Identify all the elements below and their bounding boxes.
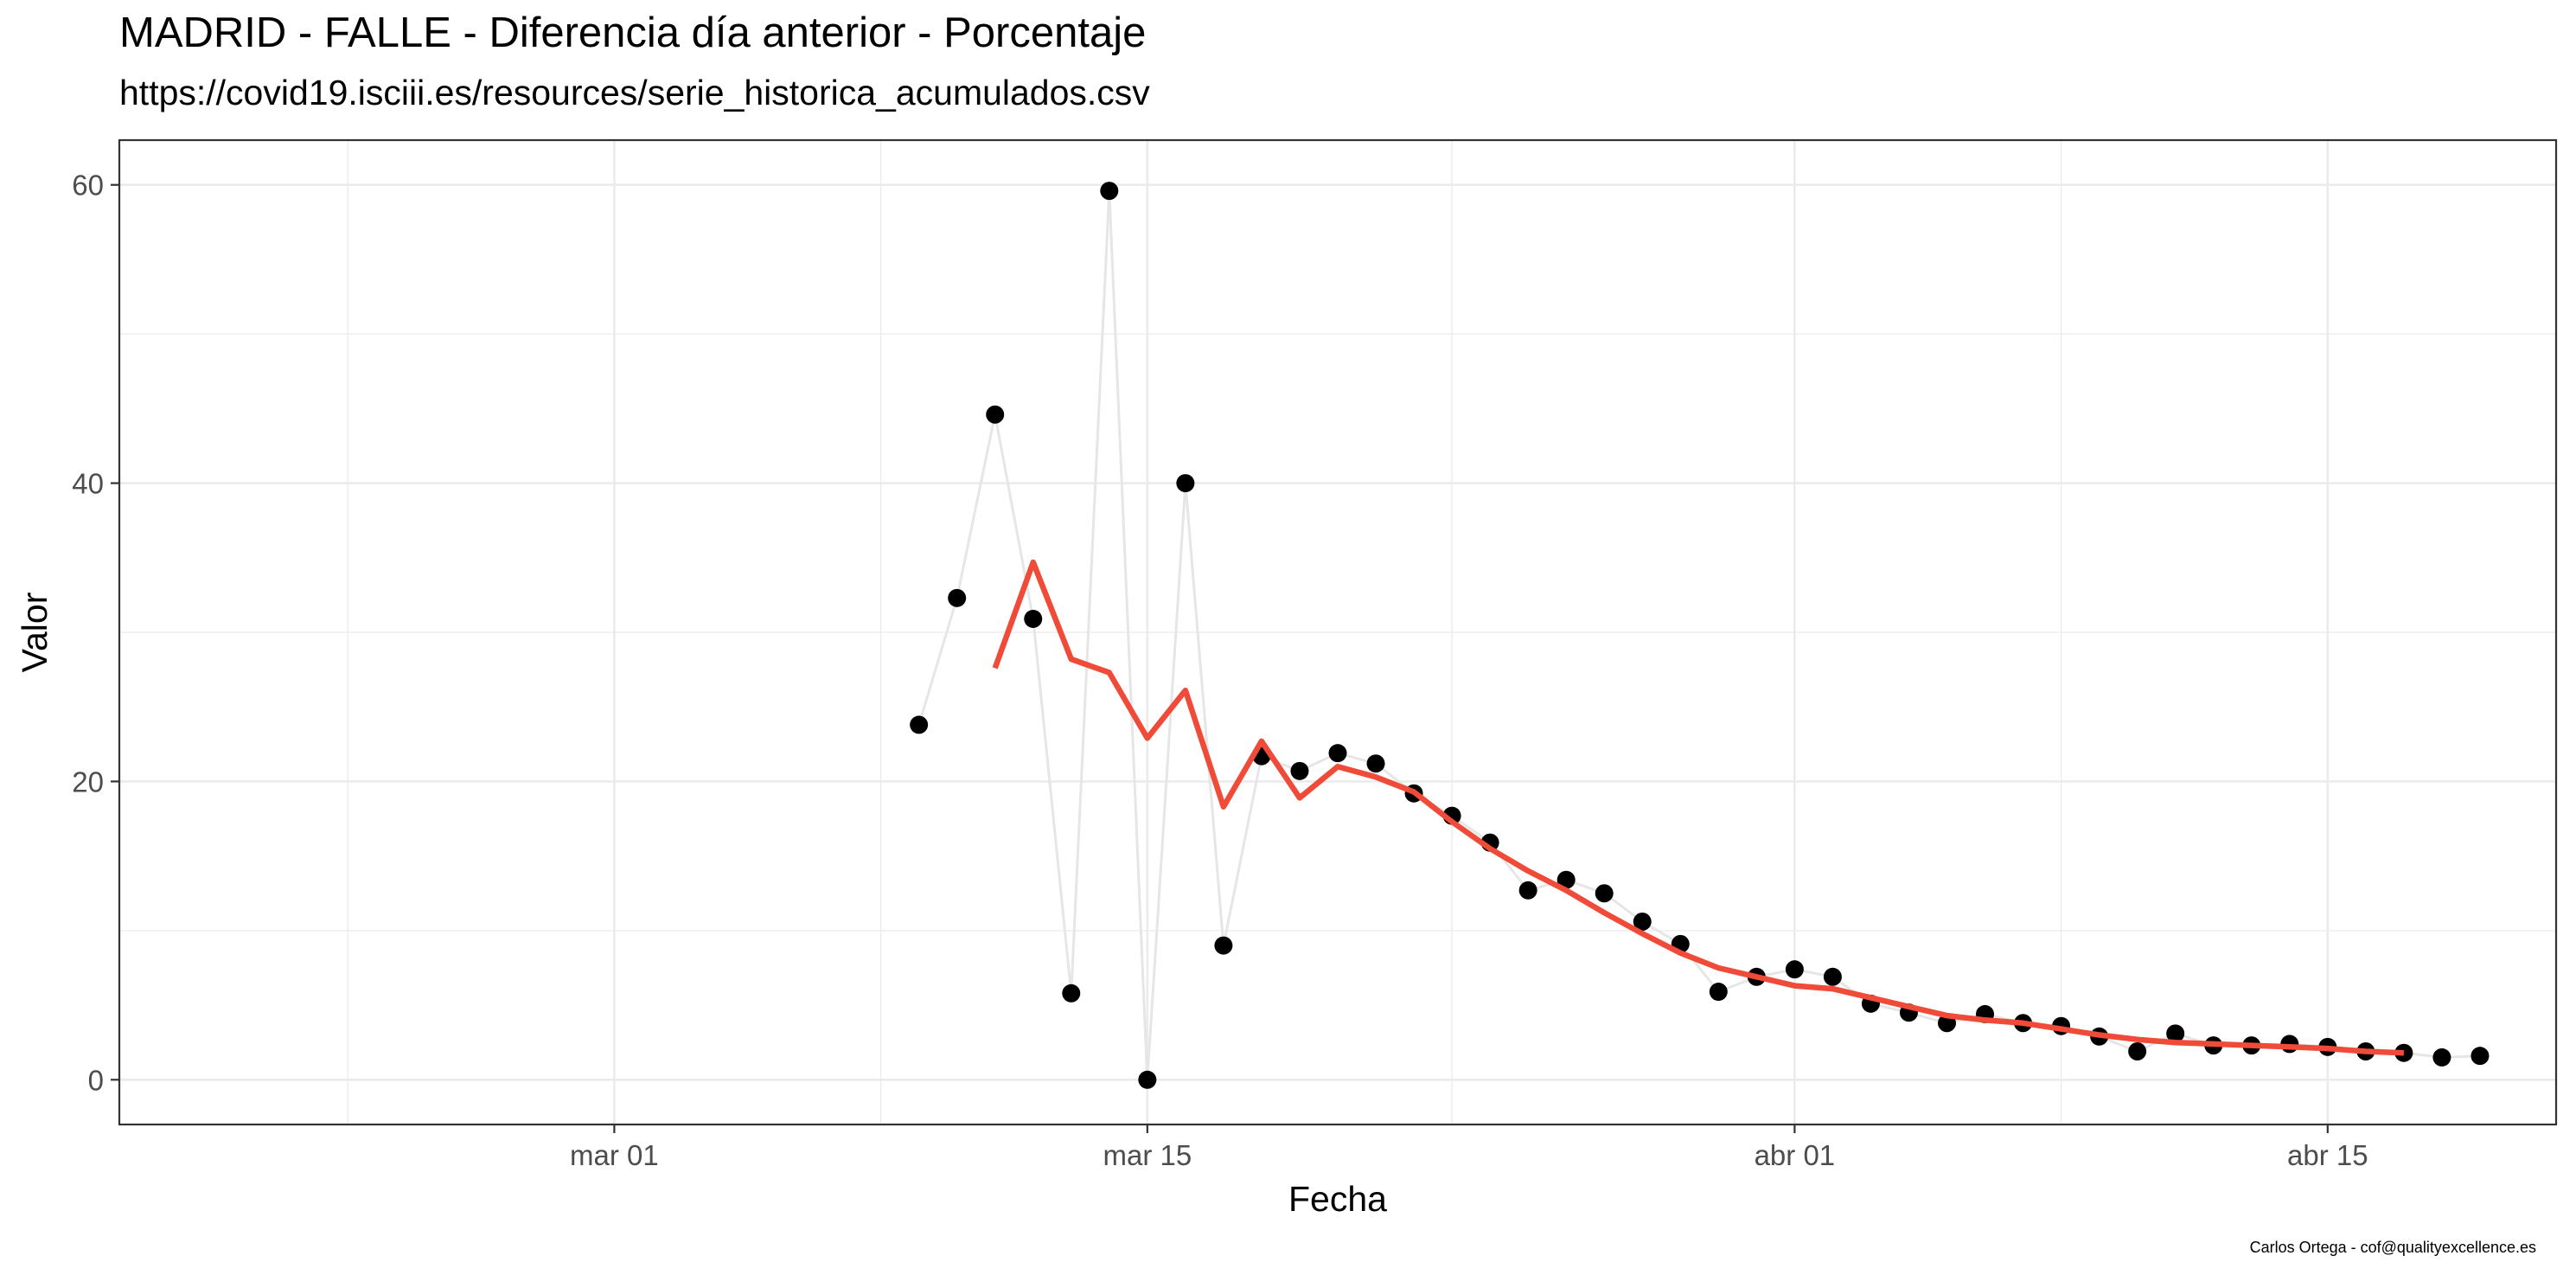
chart-caption: Carlos Ortega - cof@qualityexcellence.es xyxy=(2249,1239,2536,1256)
panel-border xyxy=(118,138,2558,1126)
y-tick-label: 40 xyxy=(72,468,104,500)
chart-subtitle: https://covid19.isciii.es/resources/seri… xyxy=(119,73,1150,112)
x-tick-label: abr 01 xyxy=(1755,1139,1836,1171)
data-point xyxy=(1176,474,1195,493)
data-point xyxy=(986,405,1005,424)
data-point xyxy=(1709,983,1728,1002)
major-gridlines xyxy=(119,140,2556,1124)
points-connecting-line xyxy=(917,190,2480,1080)
y-axis: 0 20 40 60 xyxy=(72,170,119,1096)
smoothed-line xyxy=(992,559,2405,1056)
data-point xyxy=(2128,1042,2147,1061)
data-point xyxy=(1785,960,1804,979)
data-point xyxy=(1062,983,1081,1003)
data-point xyxy=(2432,1048,2451,1067)
chart-title: MADRID - FALLE - Diferencia día anterior… xyxy=(119,10,1147,56)
x-tick-label: mar 15 xyxy=(1103,1139,1192,1171)
y-tick-label: 60 xyxy=(72,170,104,202)
data-point xyxy=(1595,884,1614,903)
data-point xyxy=(1633,913,1652,932)
data-point xyxy=(1823,967,1842,986)
x-tick-label: mar 01 xyxy=(570,1139,659,1171)
y-tick-label: 20 xyxy=(72,766,104,798)
data-point xyxy=(1366,754,1385,773)
data-point xyxy=(2471,1047,2490,1066)
connecting-line xyxy=(917,190,2480,1080)
smoothed-series-line xyxy=(992,559,2405,1056)
x-tick-label: abr 15 xyxy=(2287,1139,2368,1171)
minor-gridlines xyxy=(119,140,2556,1124)
data-point xyxy=(1214,936,1233,955)
x-axis: mar 01 mar 15 abr 01 abr 15 xyxy=(570,1124,2368,1171)
x-axis-title: Fecha xyxy=(1288,1179,1387,1219)
data-point xyxy=(1328,744,1347,763)
y-axis-title: Valor xyxy=(15,593,54,673)
data-point xyxy=(948,588,967,607)
data-point xyxy=(1024,609,1043,628)
data-point xyxy=(1100,182,1119,201)
data-point xyxy=(1518,881,1537,900)
data-point xyxy=(1290,761,1309,780)
data-point xyxy=(910,715,929,734)
data-points xyxy=(910,182,2490,1089)
data-point xyxy=(1138,1070,1157,1089)
y-tick-label: 0 xyxy=(88,1064,104,1096)
data-point xyxy=(2166,1024,2185,1043)
data-point xyxy=(1556,870,1576,889)
